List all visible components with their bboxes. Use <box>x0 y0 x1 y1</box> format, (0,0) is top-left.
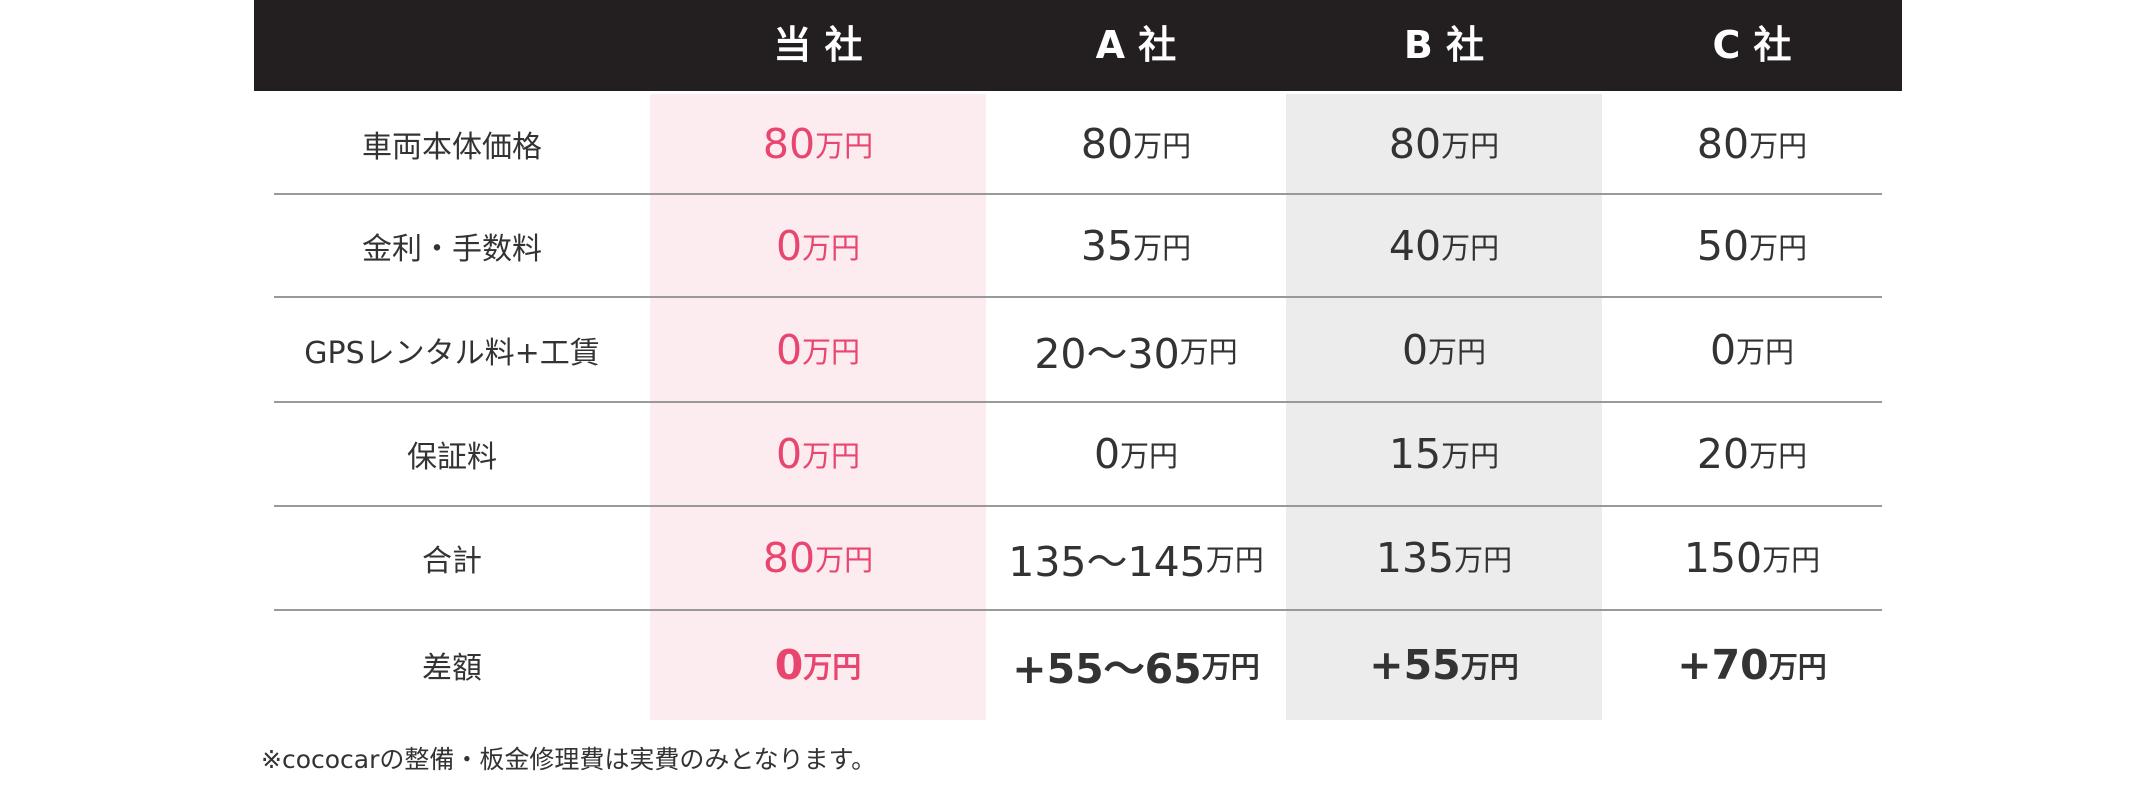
unit: 万円 <box>1749 439 1808 473</box>
value-cell: 20 万円 <box>1602 403 1902 505</box>
unit: 万円 <box>1133 128 1192 163</box>
row-divider <box>274 609 1882 611</box>
amount: 80 <box>1696 119 1750 168</box>
footnote: ※cococarの整備・板金修理費は実費のみとなります。 <box>261 745 877 774</box>
unit: 万円 <box>1749 230 1808 265</box>
row-label: 金利・手数料 <box>362 231 542 267</box>
amount: 20 <box>1696 430 1750 478</box>
table-row: 合計 80 万円 135～145 万円 135 万円 150 万円 <box>0 507 2156 609</box>
value-cell: 0 万円 <box>650 298 986 401</box>
value-cell: 40 万円 <box>1286 195 1602 296</box>
amount: 135 <box>1375 534 1455 582</box>
amount: 80 <box>762 119 816 168</box>
amount: +70 <box>1677 640 1769 689</box>
value-cell: 0 万円 <box>650 611 986 718</box>
unit: 万円 <box>815 128 874 163</box>
unit: 万円 <box>1441 128 1500 163</box>
row-label: 保証料 <box>407 440 497 475</box>
amount: 40 <box>1388 221 1442 270</box>
table-row: 金利・手数料 0 万円 35 万円 40 万円 50 万円 <box>0 195 2156 296</box>
table-header <box>254 0 1902 91</box>
value-cell: 15 万円 <box>1286 403 1602 505</box>
value-cell: 135～145 万円 <box>986 507 1286 609</box>
amount: 0 <box>775 221 803 270</box>
row-label: 車両本体価格 <box>362 129 542 165</box>
value-cell: +70 万円 <box>1602 611 1902 718</box>
amount: +55 <box>1369 640 1461 689</box>
amount: 150 <box>1683 534 1763 582</box>
unit: 万円 <box>1441 439 1500 473</box>
value-cell: 0 万円 <box>1286 298 1602 401</box>
header-blank <box>254 0 650 91</box>
amount: 0 <box>1093 430 1121 478</box>
amount: 0 <box>1401 325 1429 374</box>
unit: 万円 <box>1454 543 1513 577</box>
value-cell: 35 万円 <box>986 195 1286 296</box>
header-company-a: A 社 <box>1095 23 1177 67</box>
table-row: 差額 0 万円 +55～65 万円 +55 万円 +70 万円 <box>0 611 2156 718</box>
unit: 万円 <box>802 334 861 369</box>
company-b-column-bg <box>1286 94 1602 720</box>
unit: 万円 <box>1201 649 1260 684</box>
value-cell: 50 万円 <box>1602 195 1902 296</box>
amount: 35 <box>1080 221 1134 270</box>
own-company-column-bg <box>650 94 986 720</box>
amount: 80 <box>1080 119 1134 168</box>
amount: 50 <box>1696 221 1750 270</box>
value-cell: 80 万円 <box>1602 94 1902 193</box>
header-own-company: 当 社 <box>773 23 863 67</box>
value-cell: 0 万円 <box>1602 298 1902 401</box>
value-cell: 0 万円 <box>650 403 986 505</box>
amount: 0 <box>775 325 803 374</box>
unit: 万円 <box>803 649 862 684</box>
value-cell: 80 万円 <box>650 507 986 609</box>
value-cell: 80 万円 <box>1286 94 1602 193</box>
unit: 万円 <box>1749 128 1808 163</box>
unit: 万円 <box>1133 230 1192 265</box>
unit: 万円 <box>1428 334 1487 369</box>
row-divider <box>274 401 1882 403</box>
unit: 万円 <box>1120 439 1179 473</box>
unit: 万円 <box>1736 334 1795 369</box>
amount: 80 <box>1388 119 1442 168</box>
amount: 0 <box>1709 325 1737 374</box>
row-divider <box>274 505 1882 507</box>
value-cell: +55 万円 <box>1286 611 1602 718</box>
table-row: 保証料 0 万円 0 万円 15 万円 20 万円 <box>0 403 2156 505</box>
row-divider <box>274 296 1882 298</box>
unit: 万円 <box>802 439 861 473</box>
amount: 15 <box>1388 430 1442 478</box>
amount: 135～145 <box>1008 538 1206 586</box>
unit: 万円 <box>1762 543 1821 577</box>
unit: 万円 <box>1460 649 1519 684</box>
amount: +55～65 <box>1012 644 1202 693</box>
row-label: GPSレンタル料+工賃 <box>304 335 600 371</box>
value-cell: 20～30 万円 <box>986 298 1286 401</box>
value-cell: +55～65 万円 <box>986 611 1286 718</box>
unit: 万円 <box>1441 230 1500 265</box>
value-cell: 135 万円 <box>1286 507 1602 609</box>
value-cell: 0 万円 <box>650 195 986 296</box>
amount: 0 <box>774 640 804 689</box>
amount: 80 <box>762 534 816 582</box>
value-cell: 0 万円 <box>986 403 1286 505</box>
header-company-c: C 社 <box>1712 23 1792 67</box>
unit: 万円 <box>1768 649 1827 684</box>
table-row: GPSレンタル料+工賃 0 万円 20～30 万円 0 万円 0 万円 <box>0 298 2156 401</box>
unit: 万円 <box>815 543 874 577</box>
row-label: 合計 <box>422 544 482 579</box>
value-cell: 150 万円 <box>1602 507 1902 609</box>
unit: 万円 <box>802 230 861 265</box>
value-cell: 80 万円 <box>650 94 986 193</box>
header-company-b: B 社 <box>1403 23 1485 67</box>
unit: 万円 <box>1205 543 1264 577</box>
amount: 20～30 <box>1034 329 1180 378</box>
amount: 0 <box>775 430 803 478</box>
value-cell: 80 万円 <box>986 94 1286 193</box>
row-divider <box>274 193 1882 195</box>
table-row: 車両本体価格 80 万円 80 万円 80 万円 80 万円 <box>0 94 2156 193</box>
unit: 万円 <box>1179 334 1238 369</box>
row-label: 差額 <box>422 650 482 686</box>
